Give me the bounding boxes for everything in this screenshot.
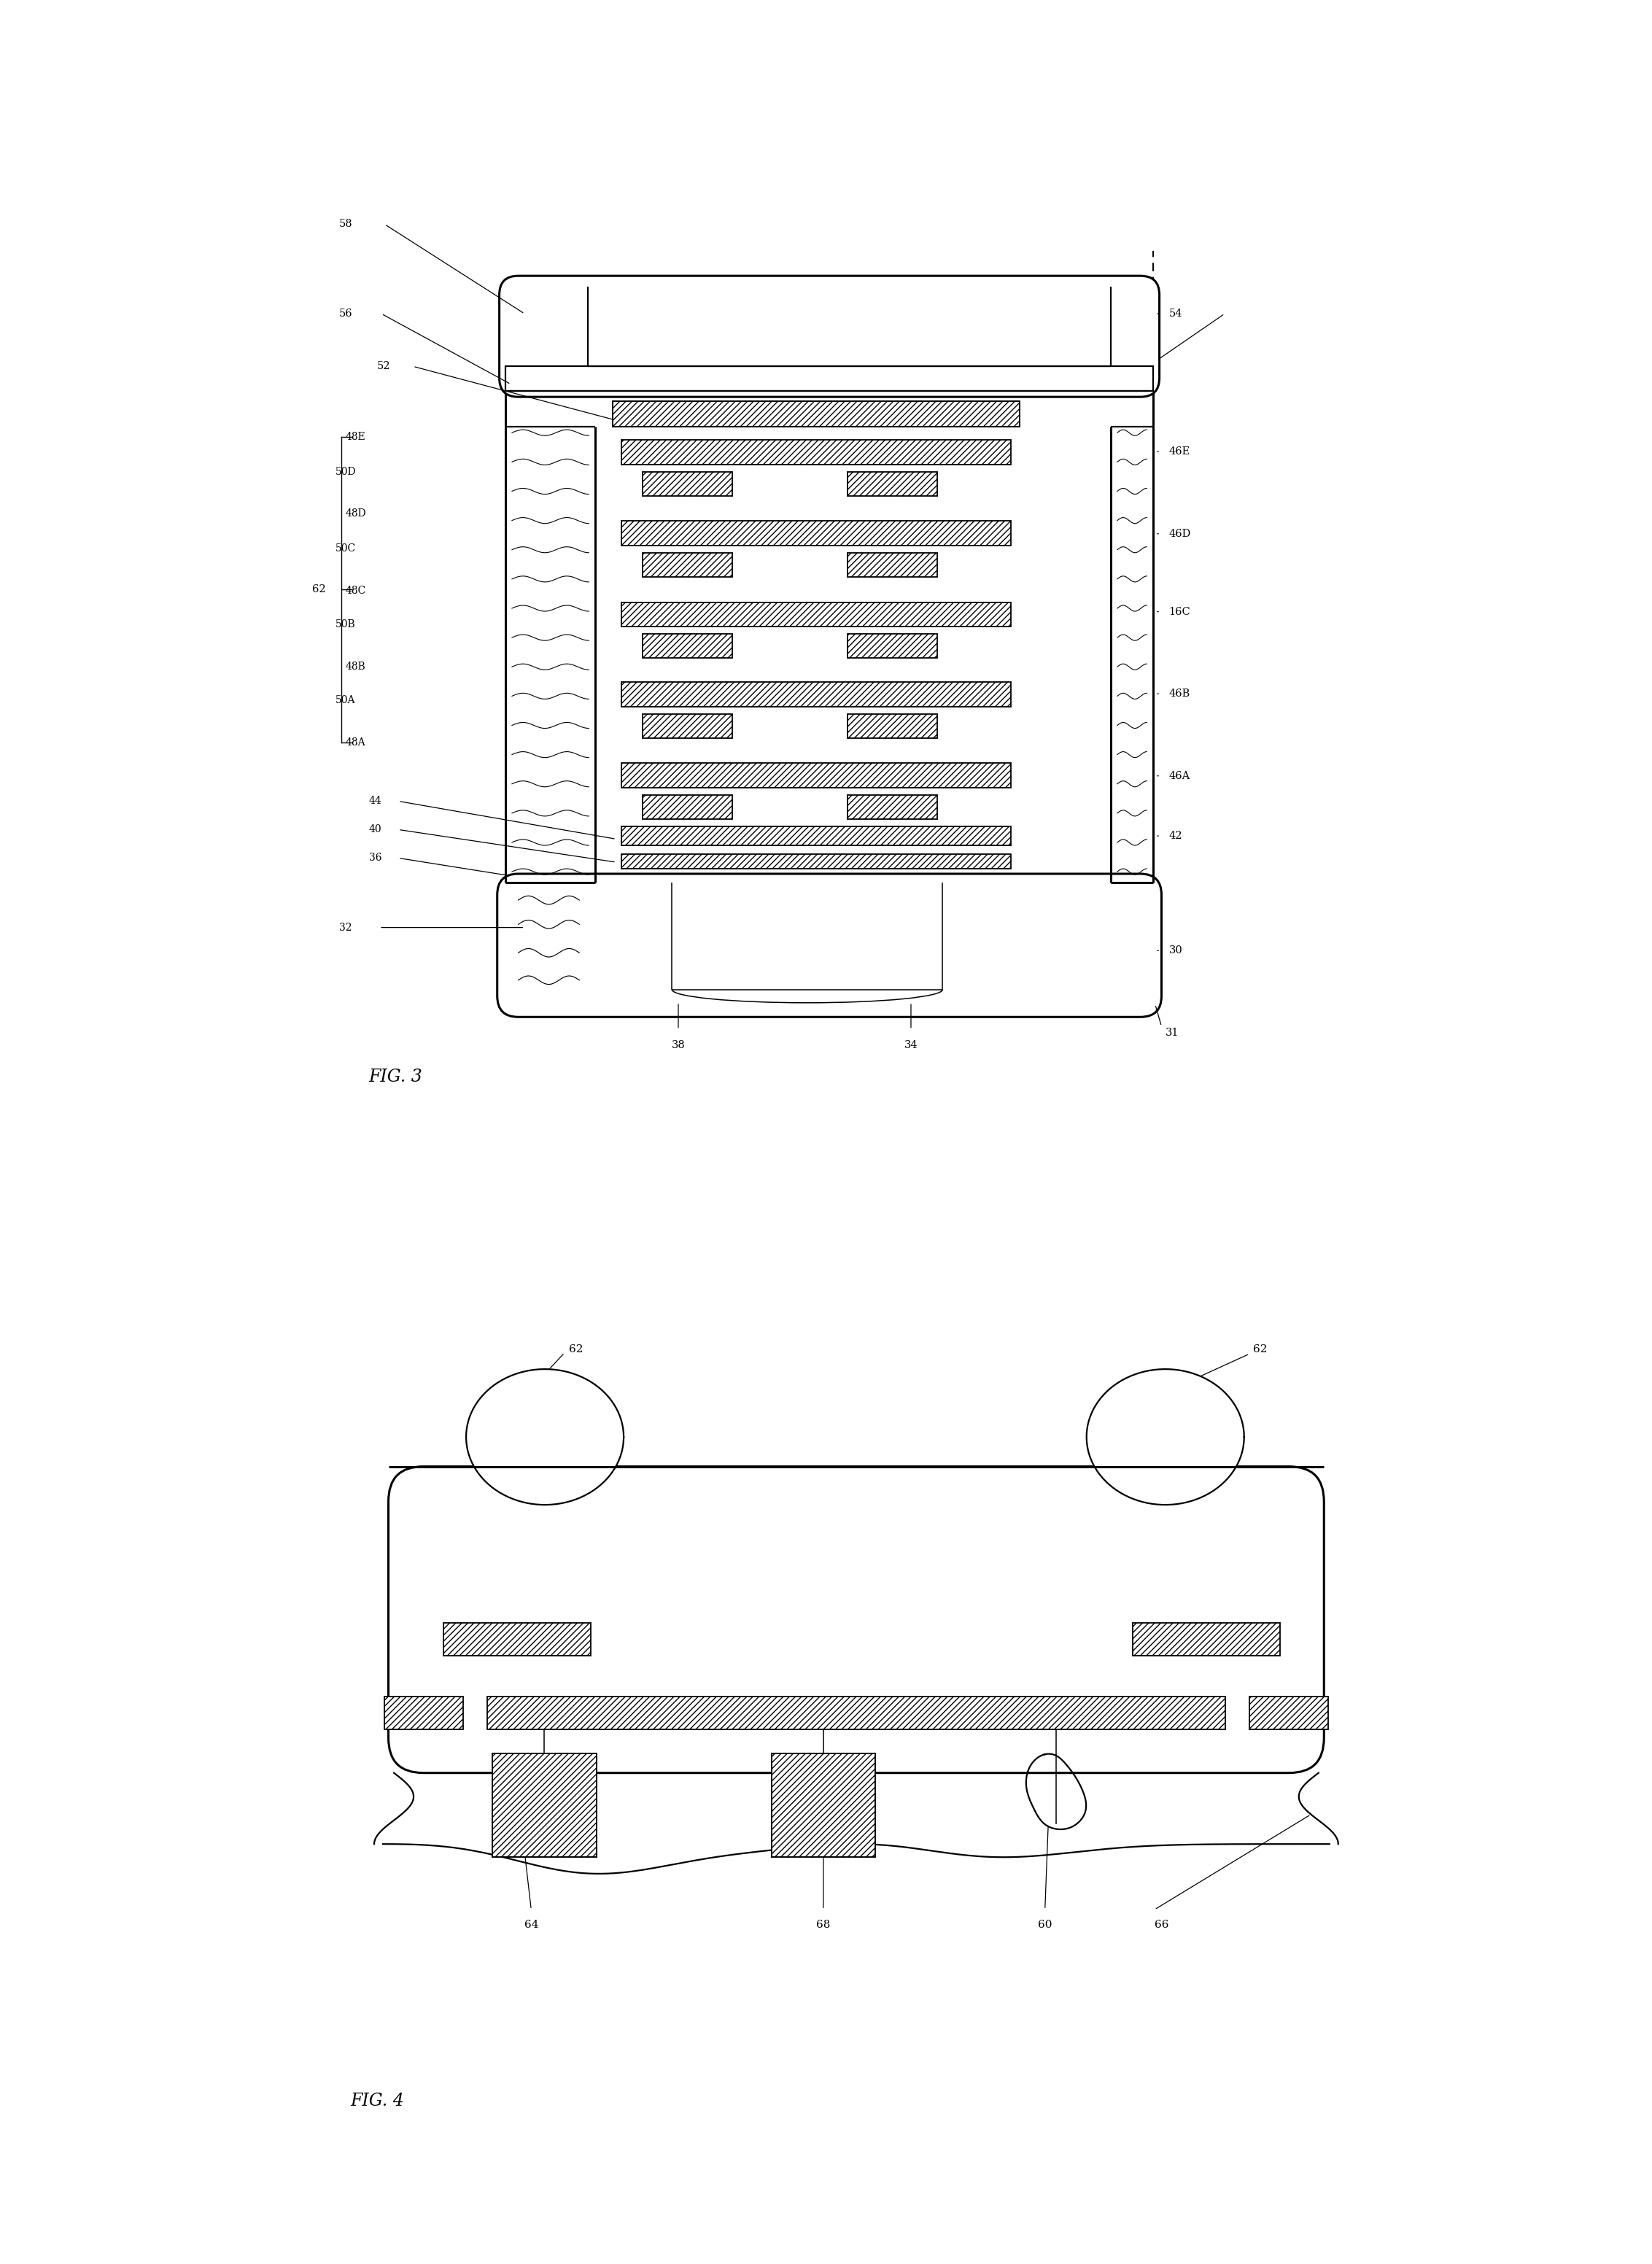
Bar (506, 367, 1153, 392)
Text: 56: 56 (339, 308, 354, 319)
Text: 60: 60 (1037, 1920, 1052, 1931)
FancyBboxPatch shape (499, 276, 1160, 396)
Bar (1133, 1623, 1280, 1655)
Text: 46E: 46E (1170, 446, 1189, 457)
Text: 32: 32 (339, 921, 352, 933)
Text: 48B: 48B (345, 661, 365, 672)
Text: 40: 40 (368, 824, 382, 835)
Text: 36: 36 (368, 854, 382, 863)
Text: 30: 30 (1170, 946, 1183, 955)
Text: 50C: 50C (335, 543, 355, 555)
Text: 52: 52 (377, 362, 392, 371)
Polygon shape (466, 1370, 624, 1506)
Text: 48D: 48D (345, 509, 367, 518)
Bar (621, 602, 1011, 627)
Text: 46D: 46D (1170, 530, 1191, 539)
Text: 68: 68 (816, 1920, 831, 1931)
Bar (847, 552, 937, 577)
Text: 16C: 16C (1170, 607, 1191, 616)
Bar (588, 285, 1110, 367)
Bar (847, 634, 937, 659)
Text: 66: 66 (1155, 1920, 1168, 1931)
Bar (621, 854, 1011, 869)
Text: 48A: 48A (345, 738, 365, 747)
Bar (847, 795, 937, 820)
Bar (771, 1752, 876, 1856)
Bar (383, 1696, 463, 1730)
Bar (643, 552, 732, 577)
Bar (443, 1623, 591, 1655)
Bar (492, 1752, 596, 1856)
Text: 46A: 46A (1170, 770, 1189, 781)
Text: 50D: 50D (335, 466, 355, 478)
Bar (613, 401, 1019, 426)
FancyBboxPatch shape (497, 874, 1161, 1017)
Text: 48C: 48C (345, 586, 367, 595)
Text: 54: 54 (1170, 308, 1183, 319)
Bar (847, 713, 937, 738)
Bar (621, 763, 1011, 788)
Text: 62: 62 (568, 1345, 583, 1354)
Text: FIG. 3: FIG. 3 (368, 1069, 423, 1084)
Polygon shape (1087, 1370, 1244, 1506)
Text: 64: 64 (524, 1920, 539, 1931)
Text: 46B: 46B (1170, 688, 1189, 700)
Text: 62: 62 (312, 584, 325, 595)
FancyBboxPatch shape (388, 1467, 1323, 1773)
Text: 50B: 50B (335, 618, 355, 629)
Text: 50A: 50A (335, 695, 355, 704)
Bar (621, 439, 1011, 464)
Bar (847, 471, 937, 496)
Text: 48E: 48E (345, 432, 365, 441)
Text: 58: 58 (339, 220, 354, 229)
Bar (621, 681, 1011, 706)
Text: 34: 34 (904, 1039, 919, 1050)
Text: FIG. 4: FIG. 4 (350, 2092, 403, 2110)
Text: 42: 42 (1170, 831, 1183, 840)
Bar (643, 795, 732, 820)
Bar (621, 521, 1011, 546)
Bar (643, 634, 732, 659)
Text: 62: 62 (1252, 1345, 1267, 1354)
Bar (621, 826, 1011, 844)
Text: 38: 38 (671, 1039, 686, 1050)
Bar (643, 713, 732, 738)
Bar (1249, 1696, 1328, 1730)
Text: 44: 44 (368, 797, 382, 806)
Bar (643, 471, 732, 496)
Text: 31: 31 (1166, 1028, 1180, 1037)
Bar (487, 1696, 1226, 1730)
